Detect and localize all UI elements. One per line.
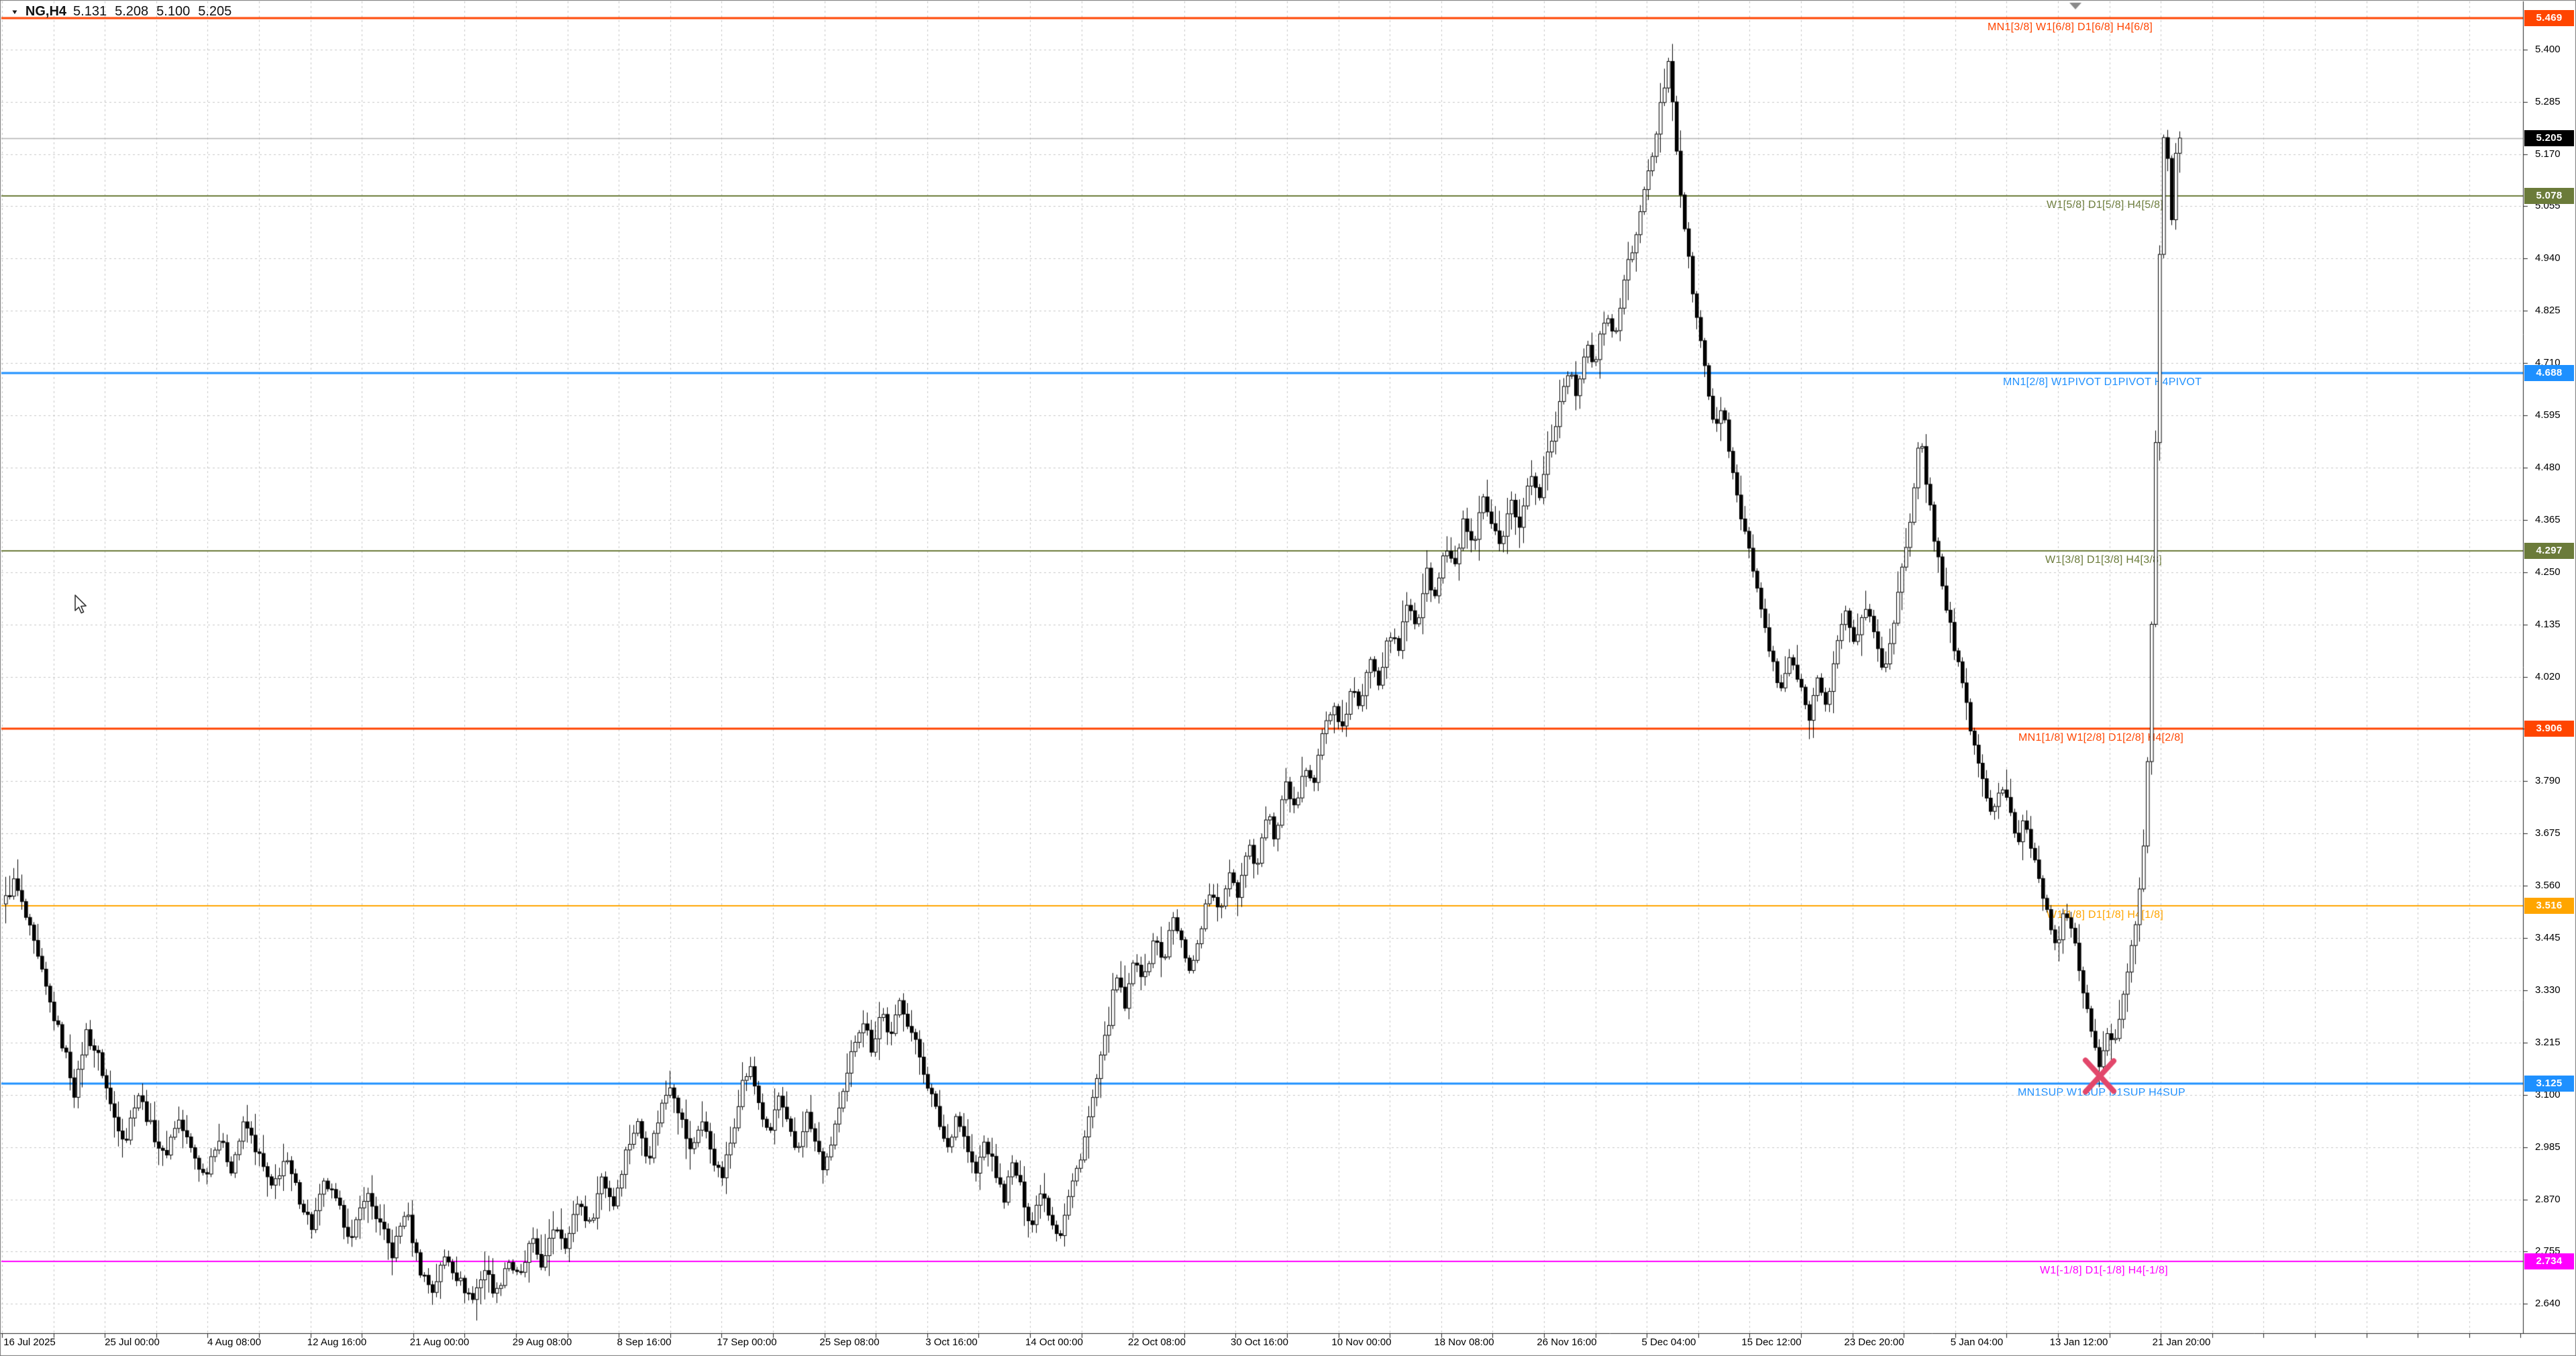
quote-close: 5.205: [198, 4, 232, 19]
mouse-cursor-icon: [74, 594, 87, 614]
symbol-dropdown-icon[interactable]: ▼: [11, 7, 19, 16]
quote-high: 5.208: [115, 4, 149, 19]
ohlc-quote: 5.131 5.208 5.100 5.205: [73, 4, 231, 19]
symbol-label: NG,H4: [25, 4, 67, 19]
quote-open: 5.131: [73, 4, 107, 19]
quote-low: 5.100: [156, 4, 191, 19]
chart-title: ▼ NG,H4 5.131 5.208 5.100 5.205: [11, 4, 231, 19]
